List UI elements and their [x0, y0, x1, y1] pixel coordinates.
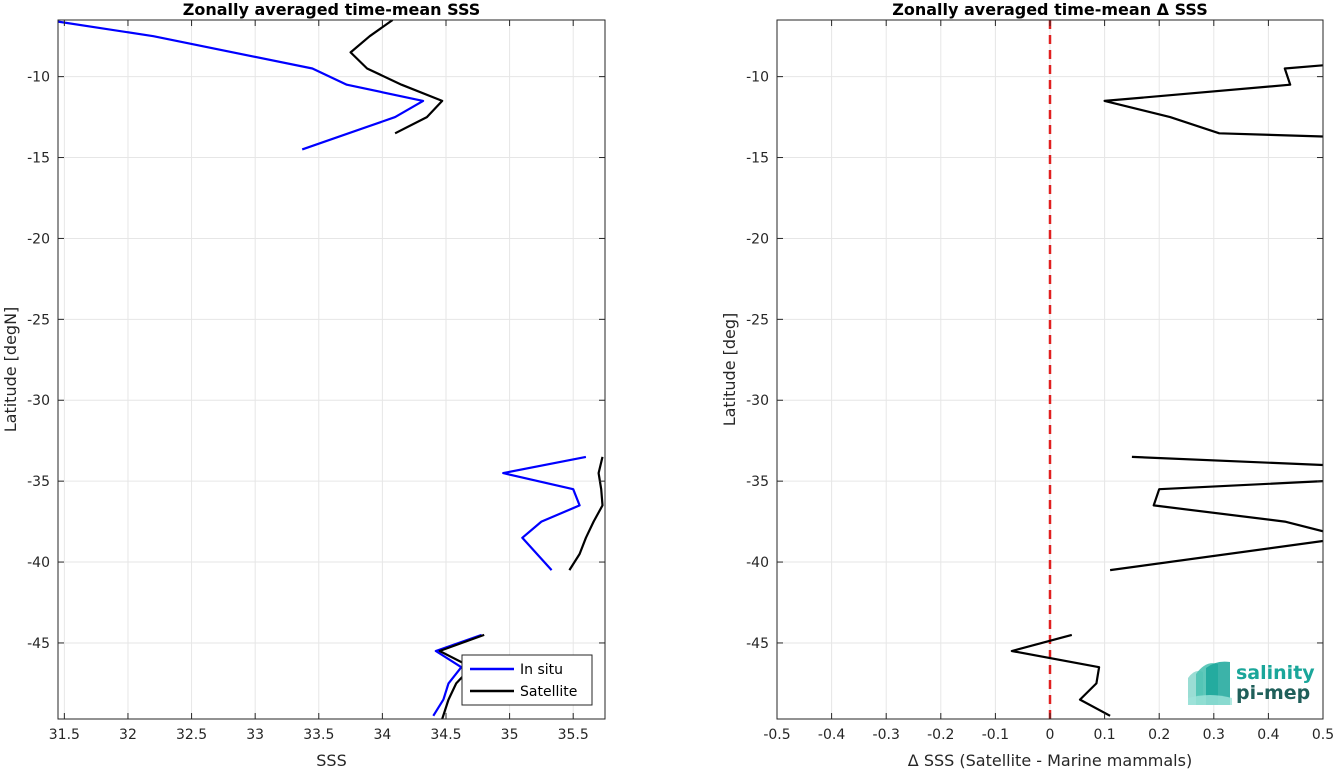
axes-frame: [57, 19, 606, 720]
x-tick-label: -0.3: [873, 727, 900, 743]
y-axis-label: Latitude [deg]: [720, 313, 739, 427]
x-axis-label: SSS: [316, 751, 346, 769]
y-tick-label: -30: [746, 393, 769, 409]
x-tick-label: -0.2: [927, 727, 954, 743]
x-tick-label: 0: [1046, 727, 1055, 743]
y-tick-label: -40: [746, 555, 769, 571]
legend: In situ Satellite: [461, 654, 593, 706]
y-tick-label: -10: [746, 70, 769, 86]
x-tick-label: 0.4: [1257, 727, 1279, 743]
y-tick-label: -20: [746, 231, 769, 247]
x-tick-label: 34: [373, 727, 391, 743]
x-tick-label: 0.3: [1203, 727, 1225, 743]
series-line-delta-segment-3: [1109, 539, 1323, 572]
x-tick-label: 35.5: [558, 727, 589, 743]
series-line-in-situ-segment-1: [502, 455, 587, 571]
logo-mark-icon: [1188, 661, 1232, 705]
chart-title: Zonally averaged time-mean Δ SSS: [892, 0, 1208, 19]
x-tick-label: 35: [501, 727, 519, 743]
series-line-delta-segment-2: [1152, 480, 1323, 533]
y-tick-label: -10: [27, 70, 50, 86]
x-tick-label: 31.5: [49, 727, 80, 743]
series-line-in-situ-segment-0: [58, 20, 425, 151]
right-panel-delta-sss: -0.5 -0.4 -0.3 -0.2 -0.1 0 0.1 0.2 0.3 0.4 0.5 -10 -…: [720, 0, 1334, 769]
x-tick-label: -0.4: [818, 727, 845, 743]
x-tick-label: 33: [246, 727, 264, 743]
x-tick-label: 0.2: [1148, 727, 1170, 743]
y-tick-label: -15: [27, 151, 50, 167]
x-tick-label: 32.5: [176, 727, 207, 743]
legend-box: [461, 654, 593, 706]
series-line-delta-segment-4: [1010, 633, 1111, 717]
series-line-delta-segment-1: [1131, 455, 1323, 467]
y-tick-label: -30: [27, 393, 50, 409]
y-axis-label: Latitude [degN]: [1, 307, 20, 433]
series-line-satellite-segment-0: [349, 20, 444, 135]
series-line-in-situ-segment-2: [432, 633, 482, 717]
logo-text-pi-mep: pi-mep: [1236, 682, 1310, 704]
series-line-satellite-segment-1: [568, 456, 604, 571]
y-tick-label: -35: [27, 474, 50, 490]
y-tick-label: -45: [746, 636, 769, 652]
plot-area: [58, 20, 605, 719]
y-tick-label: -35: [746, 474, 769, 490]
y-tick-label: -25: [746, 312, 769, 328]
x-tick-label: 33.5: [303, 727, 334, 743]
x-tick-label: 0.1: [1093, 727, 1115, 743]
legend-label-in-situ: In situ: [520, 662, 563, 678]
x-axis-label: Δ SSS (Satellite - Marine mammals): [908, 751, 1192, 769]
y-tick-label: -20: [27, 231, 50, 247]
series-line-delta-segment-0: [1103, 64, 1323, 138]
x-tick-label: 34.5: [430, 727, 461, 743]
y-tick-label: -25: [27, 312, 50, 328]
left-panel-sss: 31.5 32 32.5 33 33.5 34 34.5 35 35.5 -10 -15 -20 -25…: [1, 0, 606, 769]
y-tick-label: -45: [27, 636, 50, 652]
y-tick-label: -40: [27, 555, 50, 571]
salinity-pi-mep-logo: salinity pi-mep: [1188, 661, 1315, 705]
chart-title: Zonally averaged time-mean SSS: [183, 0, 481, 19]
x-tick-label: -0.5: [763, 727, 790, 743]
x-tick-label: 32: [119, 727, 137, 743]
legend-label-satellite: Satellite: [520, 684, 577, 700]
x-tick-label: -0.1: [982, 727, 1009, 743]
logo-text-salinity: salinity: [1236, 662, 1315, 684]
x-tick-label: 0.5: [1312, 727, 1334, 743]
y-tick-label: -15: [746, 151, 769, 167]
